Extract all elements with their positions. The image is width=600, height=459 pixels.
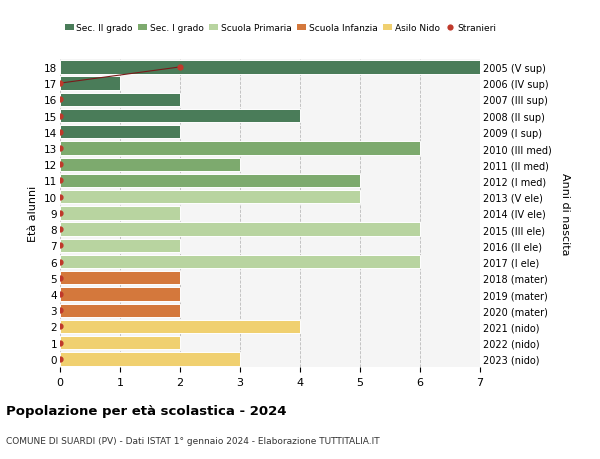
Bar	[60, 320, 300, 333]
Bar	[60, 174, 360, 188]
Bar	[60, 207, 180, 220]
Bar	[60, 272, 180, 285]
Bar	[60, 61, 480, 74]
Bar	[60, 239, 180, 252]
Bar	[60, 304, 180, 317]
Legend: Sec. II grado, Sec. I grado, Scuola Primaria, Scuola Infanzia, Asilo Nido, Stran: Sec. II grado, Sec. I grado, Scuola Prim…	[65, 24, 496, 33]
Bar	[60, 353, 240, 366]
Bar	[60, 158, 240, 172]
Text: Popolazione per età scolastica - 2024: Popolazione per età scolastica - 2024	[6, 404, 287, 417]
Bar	[60, 223, 420, 236]
Bar	[60, 126, 180, 139]
Y-axis label: Anni di nascita: Anni di nascita	[560, 172, 570, 255]
Bar	[60, 142, 420, 155]
Bar	[60, 110, 300, 123]
Y-axis label: Età alunni: Età alunni	[28, 185, 38, 241]
Bar	[60, 336, 180, 350]
Bar	[60, 94, 180, 107]
Text: COMUNE DI SUARDI (PV) - Dati ISTAT 1° gennaio 2024 - Elaborazione TUTTITALIA.IT: COMUNE DI SUARDI (PV) - Dati ISTAT 1° ge…	[6, 436, 380, 445]
Bar	[60, 77, 120, 90]
Bar	[60, 255, 420, 269]
Bar	[60, 288, 180, 301]
Bar	[60, 190, 360, 204]
